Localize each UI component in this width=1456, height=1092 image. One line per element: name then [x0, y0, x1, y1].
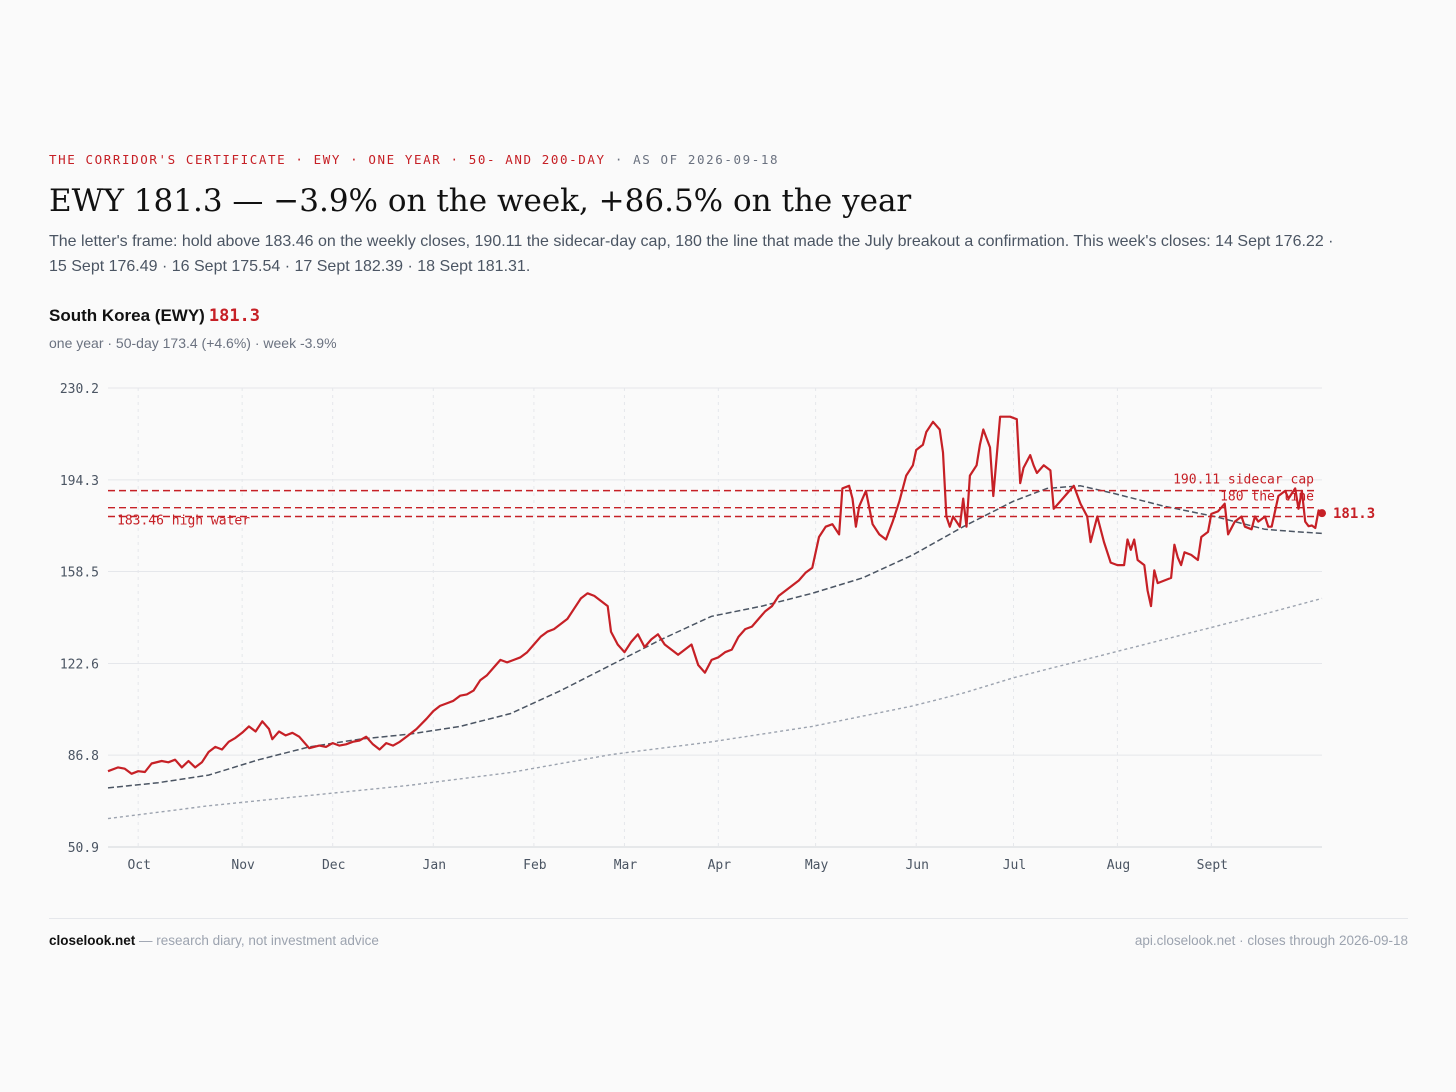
price-chart: 230.2 194.3 158.5 122.6 86.8 50.9 Oct Nov Dec Jan…	[60, 382, 1375, 873]
series-ma50-line	[107, 485, 1323, 789]
y-tick-label: 230.2	[60, 382, 99, 397]
as-of-date: · AS OF 2026-09-18	[614, 152, 780, 167]
reference-line-label: 183.46 high water	[117, 514, 250, 529]
footer-left: closelook.net — research diary, not inve…	[49, 933, 379, 948]
last-point-marker	[1318, 509, 1326, 518]
y-tick-label: 50.9	[68, 841, 99, 856]
reference-line-label: 190.11 sidecar cap	[1173, 473, 1314, 488]
footer-brand[interactable]: closelook.net	[49, 933, 136, 948]
x-tick-label: Aug	[1107, 858, 1130, 873]
panel-last-value: 181.3	[208, 306, 261, 326]
y-tick-label: 86.8	[68, 749, 99, 764]
x-tick-label: Dec	[322, 858, 345, 873]
dek: The letter's frame: hold above 183.46 on…	[49, 233, 1334, 275]
panel-subtitle: one year · 50-day 173.4 (+4.6%) · week -…	[49, 335, 337, 351]
x-tick-label: Sept	[1197, 858, 1228, 873]
y-tick-label: 194.3	[60, 474, 99, 489]
footer-tagline: — research diary, not investment advice	[139, 933, 379, 948]
reference-line-label: 180 the line	[1220, 490, 1314, 505]
kicker: THE CORRIDOR'S CERTIFICATE · EWY · ONE Y…	[49, 152, 779, 167]
last-value-label: 181.3	[1333, 506, 1375, 522]
footer-source: api.closelook.net · closes through 2026-…	[1134, 933, 1408, 948]
series-price-line	[107, 415, 1323, 775]
x-tick-label: Jan	[423, 858, 446, 873]
x-tick-label: Nov	[231, 858, 255, 873]
x-tick-label: Mar	[614, 858, 638, 873]
footer-divider	[49, 918, 1408, 919]
kicker-text: THE CORRIDOR'S CERTIFICATE · EWY · ONE Y…	[49, 152, 606, 167]
panel-title-text: South Korea (EWY)	[49, 306, 205, 325]
y-tick-label: 122.6	[60, 657, 99, 672]
x-tick-label: Feb	[523, 858, 547, 873]
x-tick-label: Jul	[1003, 858, 1026, 873]
x-tick-label: Jun	[905, 858, 928, 873]
panel-title: South Korea (EWY) 181.3	[49, 306, 260, 326]
y-tick-label: 158.5	[60, 566, 99, 581]
x-tick-label: Apr	[708, 858, 732, 873]
series-ma200-line	[107, 597, 1323, 820]
x-tick-label: May	[805, 858, 829, 873]
x-tick-label: Oct	[127, 858, 150, 873]
headline: EWY 181.3 — −3.9% on the week, +86.5% on…	[49, 183, 912, 219]
